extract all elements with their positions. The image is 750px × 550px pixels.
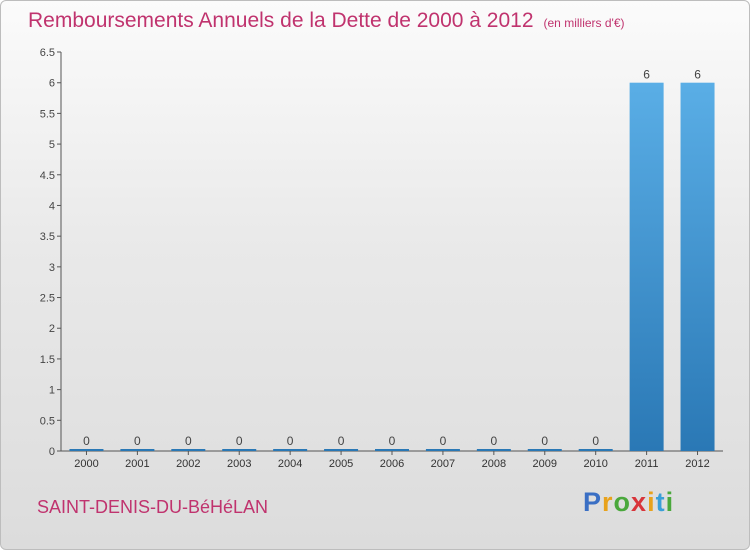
y-tick-label: 5	[49, 139, 55, 151]
bar	[324, 449, 359, 451]
y-tick-label: 0	[49, 446, 55, 458]
x-tick-label: 2000	[74, 458, 98, 470]
proxiti-logo: Proxiti	[583, 487, 674, 518]
logo-letter: o	[613, 487, 632, 517]
bar	[629, 82, 664, 451]
y-tick-label: 3.5	[40, 231, 55, 243]
y-tick-label: 3	[49, 262, 55, 274]
data-label: 0	[134, 434, 141, 448]
x-tick-label: 2004	[278, 458, 302, 470]
logo-letter: x	[631, 487, 648, 517]
bar	[69, 449, 104, 451]
x-tick-label: 2003	[227, 458, 251, 470]
y-tick-label: 1	[49, 385, 55, 397]
y-tick-label: 4	[49, 200, 55, 212]
data-label: 0	[541, 434, 548, 448]
bar	[171, 449, 206, 451]
logo-letter: i	[647, 487, 656, 517]
bar	[222, 449, 257, 451]
x-tick-label: 2009	[533, 458, 557, 470]
y-tick-label: 4.5	[40, 170, 55, 182]
data-label: 0	[389, 434, 396, 448]
data-label: 6	[643, 68, 650, 82]
data-label: 0	[440, 434, 447, 448]
data-label: 0	[287, 434, 294, 448]
logo-letter: P	[583, 487, 603, 517]
x-tick-label: 2006	[380, 458, 404, 470]
x-tick-label: 2002	[176, 458, 200, 470]
bar	[425, 449, 460, 451]
bar	[527, 449, 562, 451]
y-tick-label: 6	[49, 78, 55, 90]
bar	[680, 82, 715, 451]
bar	[120, 449, 155, 451]
logo-letter: t	[655, 487, 666, 517]
y-tick-label: 1.5	[40, 354, 55, 366]
x-tick-label: 2008	[482, 458, 506, 470]
x-tick-label: 2010	[583, 458, 607, 470]
x-tick-label: 2012	[685, 458, 709, 470]
bar	[476, 449, 511, 451]
x-tick-label: 2005	[329, 458, 353, 470]
bar	[578, 449, 613, 451]
y-tick-label: 0.5	[40, 415, 55, 427]
bar	[273, 449, 308, 451]
data-label: 0	[236, 434, 243, 448]
data-label: 6	[694, 68, 701, 82]
bar	[375, 449, 409, 451]
x-tick-label: 2011	[635, 458, 659, 470]
chart-title: Remboursements Annuels de la Dette de 20…	[28, 9, 625, 32]
data-label: 0	[338, 434, 345, 448]
data-label: 0	[491, 434, 498, 448]
x-tick-label: 2007	[431, 458, 455, 470]
unit-note: (en milliers d'€)	[543, 16, 625, 30]
logo-letter: r	[602, 487, 614, 517]
y-tick-label: 6.5	[40, 47, 55, 59]
commune-name: SAINT-DENIS-DU-BéHéLAN	[37, 497, 269, 517]
y-tick-label: 2.5	[40, 293, 55, 305]
data-label: 0	[83, 434, 90, 448]
data-label: 0	[592, 434, 599, 448]
logo-letter: i	[665, 487, 675, 517]
x-tick-label: 2001	[125, 458, 149, 470]
y-tick-label: 5.5	[40, 108, 55, 120]
data-label: 0	[185, 434, 192, 448]
y-tick-label: 2	[49, 323, 55, 335]
